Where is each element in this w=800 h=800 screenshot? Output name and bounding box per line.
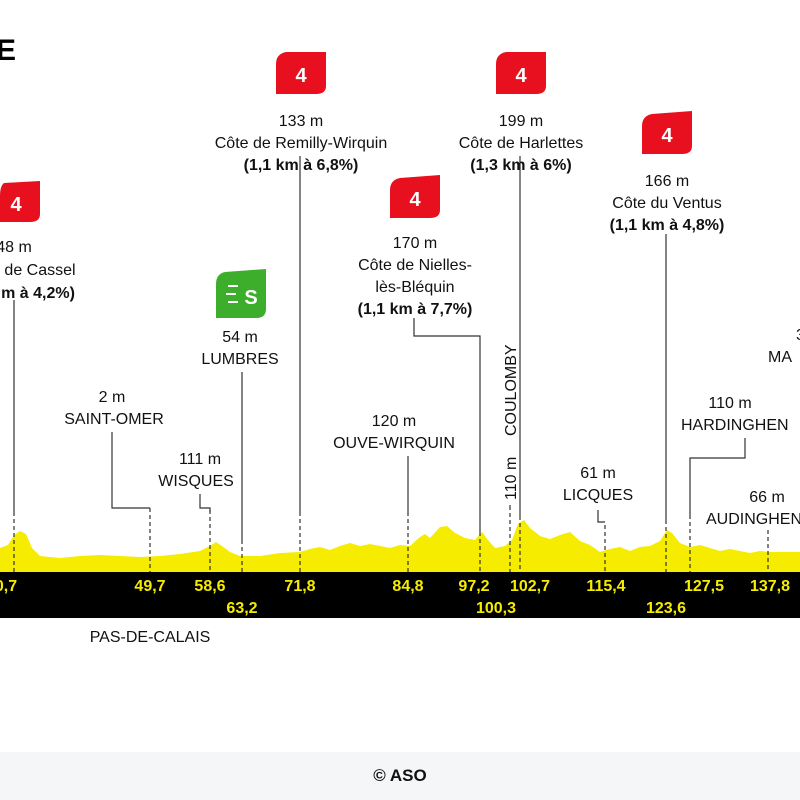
place-coulomby: 110 m COULOMBY [503, 344, 520, 500]
svg-text:4: 4 [661, 125, 673, 147]
km-mark: 127,5 [684, 578, 724, 595]
place-name: OUVE-WIRQUIN [333, 435, 455, 452]
climb-badge: 4 [0, 181, 40, 222]
place-altitude: 120 m [372, 413, 416, 430]
place-altitude: 66 m [749, 489, 785, 506]
climb-name: Côte de Harlettes [459, 135, 584, 152]
place-name: COULOMBY [503, 344, 520, 436]
km-mark: 84,8 [392, 578, 423, 595]
leader-lines [13, 156, 746, 540]
copyright-text: © ASO [373, 766, 427, 785]
climb-badge: 4 [276, 52, 326, 94]
climb-altitude: 199 m [499, 113, 543, 130]
climb-details: m à 4,2%) [1, 285, 75, 302]
climb-name: Côte du Ventus [612, 195, 721, 212]
place-altitude: 2 m [99, 389, 126, 406]
copyright-footer: © ASO [0, 752, 800, 800]
climb-altitude: 133 m [279, 113, 323, 130]
km-mark: 63,2 [226, 600, 257, 617]
climb-badge: 4 [496, 52, 546, 94]
climb-details: (1,1 km à 7,7%) [358, 301, 473, 318]
place-name: SAINT-OMER [64, 411, 164, 428]
svg-text:4: 4 [515, 65, 527, 87]
km-marks: 0,7 49,7 58,6 71,8 84,8 97,2 102,7 115,4… [0, 578, 790, 617]
climb-name: de Cassel [4, 262, 75, 279]
km-mark: 58,6 [194, 578, 225, 595]
svg-text:4: 4 [295, 65, 307, 87]
svg-text:S: S [244, 287, 257, 309]
climb-details: (1,1 km à 6,8%) [244, 157, 359, 174]
climb-name-line1: Côte de Nielles- [358, 257, 472, 274]
sprint-name: LUMBRES [201, 351, 278, 368]
climb-altitude: 166 m [645, 173, 689, 190]
elevation-profile [0, 520, 800, 572]
climb-badge: 4 [642, 111, 692, 154]
place-altitude-partial: 3 [796, 327, 800, 344]
place-name: HARDINGHEN [681, 417, 789, 434]
stage-title-fragment: E [0, 34, 16, 67]
place-name: LICQUES [563, 487, 633, 504]
place-altitude: 111 m [179, 451, 221, 468]
region-label: PAS-DE-CALAIS [90, 629, 211, 646]
place-name: WISQUES [158, 473, 234, 490]
place-altitude: 110 m [503, 457, 520, 500]
km-ticks [13, 506, 769, 572]
place-name: MA [768, 349, 792, 366]
climb-name: Côte de Remilly-Wirquin [215, 135, 388, 152]
km-mark: 49,7 [134, 578, 165, 595]
km-mark: 115,4 [586, 578, 625, 595]
km-mark: 100,3 [476, 600, 516, 617]
km-mark: 0,7 [0, 578, 17, 595]
place-altitude: 61 m [580, 465, 616, 482]
km-mark: 71,8 [284, 578, 315, 595]
km-mark: 102,7 [510, 578, 550, 595]
km-mark: 97,2 [458, 578, 489, 595]
km-mark: 123,6 [646, 600, 686, 617]
km-mark: 137,8 [750, 578, 790, 595]
climb-altitude: 48 m [0, 239, 32, 256]
climb-name-line2: lès-Bléquin [375, 279, 454, 296]
svg-text:4: 4 [409, 189, 421, 211]
climb-altitude: 170 m [393, 235, 437, 252]
sprint-badge: S [216, 269, 266, 318]
climb-badge: 4 [390, 175, 440, 218]
sprint-altitude: 54 m [222, 329, 258, 346]
place-name: AUDINGHEN [706, 511, 800, 528]
svg-text:4: 4 [10, 194, 22, 216]
climb-details: (1,3 km à 6%) [470, 157, 571, 174]
place-altitude: 110 m [708, 395, 751, 412]
climb-details: (1,1 km à 4,8%) [610, 217, 725, 234]
km-band [0, 572, 800, 618]
